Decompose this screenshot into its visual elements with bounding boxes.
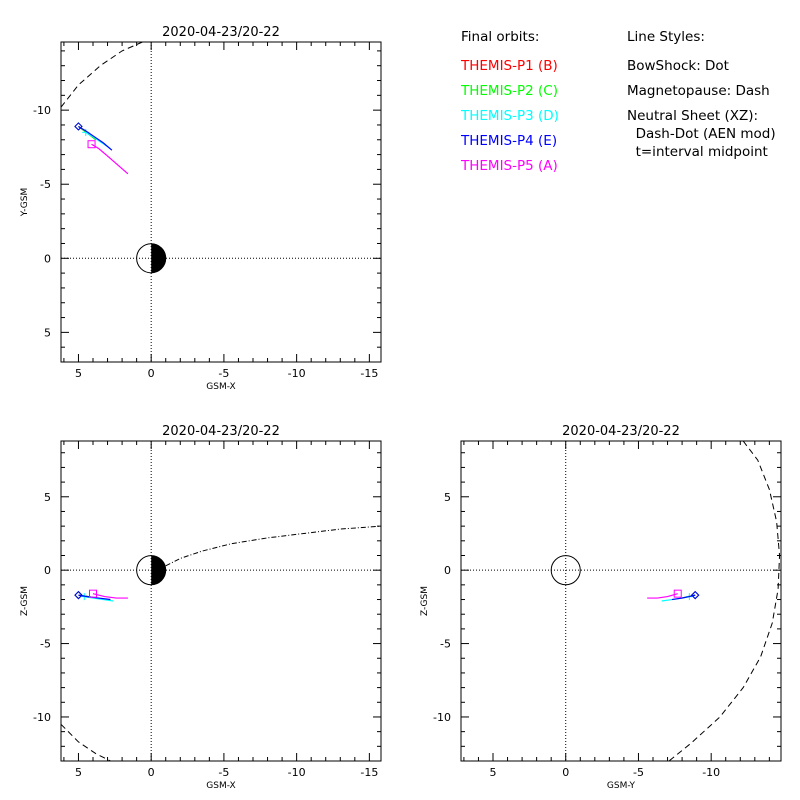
x-tick-label: 5	[75, 367, 82, 380]
x-tick-label: -10	[288, 766, 306, 779]
x-tick-label: -5	[218, 367, 229, 380]
x-tick-label: -15	[360, 766, 378, 779]
legend-probe-p3: THEMIS-P3 (D)	[460, 108, 559, 124]
x-axis-label: GSM-X	[206, 781, 235, 791]
plot-area	[61, 525, 381, 761]
x-tick-label: -10	[702, 766, 720, 779]
y-axis-label: Y-GSM	[20, 188, 30, 217]
x-axis-label: GSM-Y	[607, 781, 636, 791]
y-tick-label: -10	[433, 711, 451, 724]
y-tick-label: 5	[44, 326, 51, 339]
orbit-end-diamond	[74, 590, 83, 600]
x-tick-label: 0	[148, 367, 155, 380]
orbit-end-square	[89, 589, 97, 598]
legend-probe-p2: THEMIS-P2 (C)	[460, 83, 558, 99]
panel-title: 2020-04-23/20-22	[162, 424, 280, 439]
panel-yz-plane: 5 0 -5 -10 5 0 -5 -10 2020-04-23/20-22 GSM-Y Z-GSM	[420, 424, 782, 791]
x-axis-label: GSM-X	[206, 382, 235, 392]
orbit-end-square	[87, 140, 96, 149]
plot-frame	[60, 440, 382, 762]
y-tick-label: -5	[40, 638, 51, 651]
plot-area	[550, 441, 781, 761]
orbit-end-diamond	[690, 590, 700, 600]
orbit-track-p5	[92, 593, 128, 599]
line-style-dash-dot: Dash-Dot (AEN mod)	[627, 126, 776, 142]
line-style-interval-midpoint: t=interval midpoint	[627, 144, 768, 160]
x-tick-label: -5	[218, 766, 229, 779]
x-tick-label: 5	[75, 766, 82, 779]
y-tick-label: 5	[44, 491, 51, 504]
plot-frame	[60, 41, 382, 363]
orbit-track-p5	[647, 593, 678, 599]
y-tick-label: -10	[33, 711, 51, 724]
line-style-neutral-sheet: Neutral Sheet (XZ):	[627, 108, 758, 124]
panel-title: 2020-04-23/20-22	[162, 25, 280, 40]
orbit-track-p5	[91, 143, 129, 175]
line-style-bowshock: BowShock: Dot	[627, 58, 729, 74]
x-tick-label: 0	[148, 766, 155, 779]
y-tick-label: 0	[444, 564, 451, 577]
legend-probe-p1: THEMIS-P1 (B)	[460, 58, 558, 74]
plot-frame	[460, 440, 782, 762]
earth-nightside	[151, 243, 166, 273]
line-style-magnetopause: Magnetopause: Dash	[627, 83, 770, 99]
earth-nightside	[151, 555, 166, 585]
legend: Final orbits: THEMIS-P1 (B) THEMIS-P2 (C…	[460, 29, 776, 174]
y-tick-label: 5	[444, 491, 451, 504]
x-tick-label: -15	[360, 367, 378, 380]
y-tick-label: -5	[40, 178, 51, 191]
orbit-end-square	[673, 589, 682, 598]
magnetopause-curve	[61, 42, 143, 108]
magnetopause-curve	[668, 441, 781, 761]
y-tick-label: -5	[440, 638, 451, 651]
x-tick-label: -10	[288, 367, 306, 380]
panel-title: 2020-04-23/20-22	[562, 424, 680, 439]
y-axis-label: Z-GSM	[420, 586, 430, 616]
earth-circle	[550, 555, 581, 586]
y-axis-label: Z-GSM	[20, 586, 30, 616]
panel-xz-plane: 5 0 -5 -10 -15 5 0 -5 -10 2020-04-23/20-22 GSM-X Z-…	[20, 424, 382, 791]
panel-xy-plane: 5 0 -5 -10 -15 5 0 -5 -10 2020-04-23/20-22 GSM-X Y-…	[20, 25, 382, 392]
y-tick-label: 0	[44, 252, 51, 265]
magnetopause-curve	[61, 723, 111, 761]
y-tick-label: 0	[44, 564, 51, 577]
final-orbits-title: Final orbits:	[461, 29, 539, 45]
orbit-track-p4	[78, 125, 113, 151]
x-tick-label: 0	[562, 766, 569, 779]
x-tick-label: 5	[490, 766, 497, 779]
line-styles-title: Line Styles:	[627, 29, 705, 45]
orbit-end-diamond	[74, 122, 83, 131]
y-tick-label: -10	[33, 104, 51, 117]
plot-area	[61, 42, 167, 274]
legend-probe-p4: THEMIS-P4 (E)	[460, 133, 557, 149]
earth-circle	[136, 555, 167, 586]
x-tick-label: -5	[633, 766, 644, 779]
earth-circle	[136, 243, 167, 274]
legend-probe-p5: THEMIS-P5 (A)	[460, 158, 558, 174]
neutral-sheet-curve	[165, 525, 381, 567]
